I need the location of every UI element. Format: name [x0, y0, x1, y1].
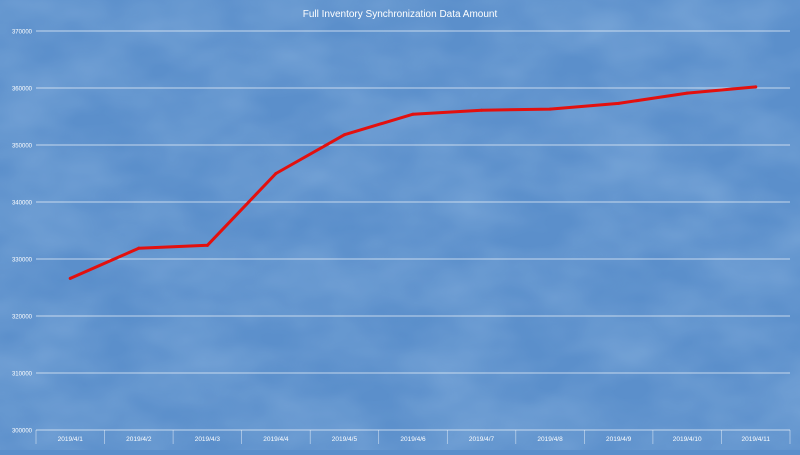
x-tick-label: 2019/4/7 [469, 436, 495, 443]
x-tick-label: 2019/4/9 [606, 436, 632, 443]
y-tick-label: 320000 [12, 315, 33, 321]
x-tick-label: 2019/4/3 [195, 436, 221, 443]
y-tick-label: 340000 [12, 201, 33, 207]
series-layer [68, 85, 758, 280]
gridlines [35, 30, 791, 444]
data-point [754, 85, 758, 89]
data-point [274, 172, 278, 175]
x-tick-label: 2019/4/2 [126, 436, 152, 443]
data-point [685, 91, 689, 95]
data-point [137, 246, 141, 250]
y-tick-label: 350000 [12, 144, 33, 150]
y-tick-label: 370000 [12, 30, 33, 36]
chart-title: Full Inventory Synchronization Data Amou… [303, 9, 498, 20]
data-point [205, 243, 209, 247]
data-point [548, 107, 552, 111]
y-axis-tick-labels: 300000 310000 320000 330000 340000 350000 3600… [12, 30, 33, 435]
y-tick-label: 360000 [12, 87, 33, 93]
data-point [480, 108, 484, 112]
data-point [68, 276, 72, 280]
data-point [617, 101, 621, 105]
x-tick-label: 2019/4/1 [58, 436, 84, 443]
y-tick-label: 300000 [12, 429, 33, 435]
x-axis-tick-labels: 2019/4/1 2019/4/2 2019/4/3 2019/4/4 2019/4/5… [58, 436, 771, 443]
x-tick-label: 2019/4/8 [537, 436, 563, 443]
x-tick-label: 2019/4/10 [673, 436, 702, 443]
y-tick-label: 330000 [12, 258, 33, 264]
x-tick-label: 2019/4/6 [400, 436, 426, 443]
data-point [411, 112, 415, 116]
x-tick-label: 2019/4/5 [332, 436, 358, 443]
x-tick-label: 2019/4/11 [742, 436, 771, 443]
y-tick-label: 310000 [12, 372, 33, 378]
x-tick-label: 2019/4/4 [263, 436, 289, 443]
data-point [342, 133, 346, 137]
